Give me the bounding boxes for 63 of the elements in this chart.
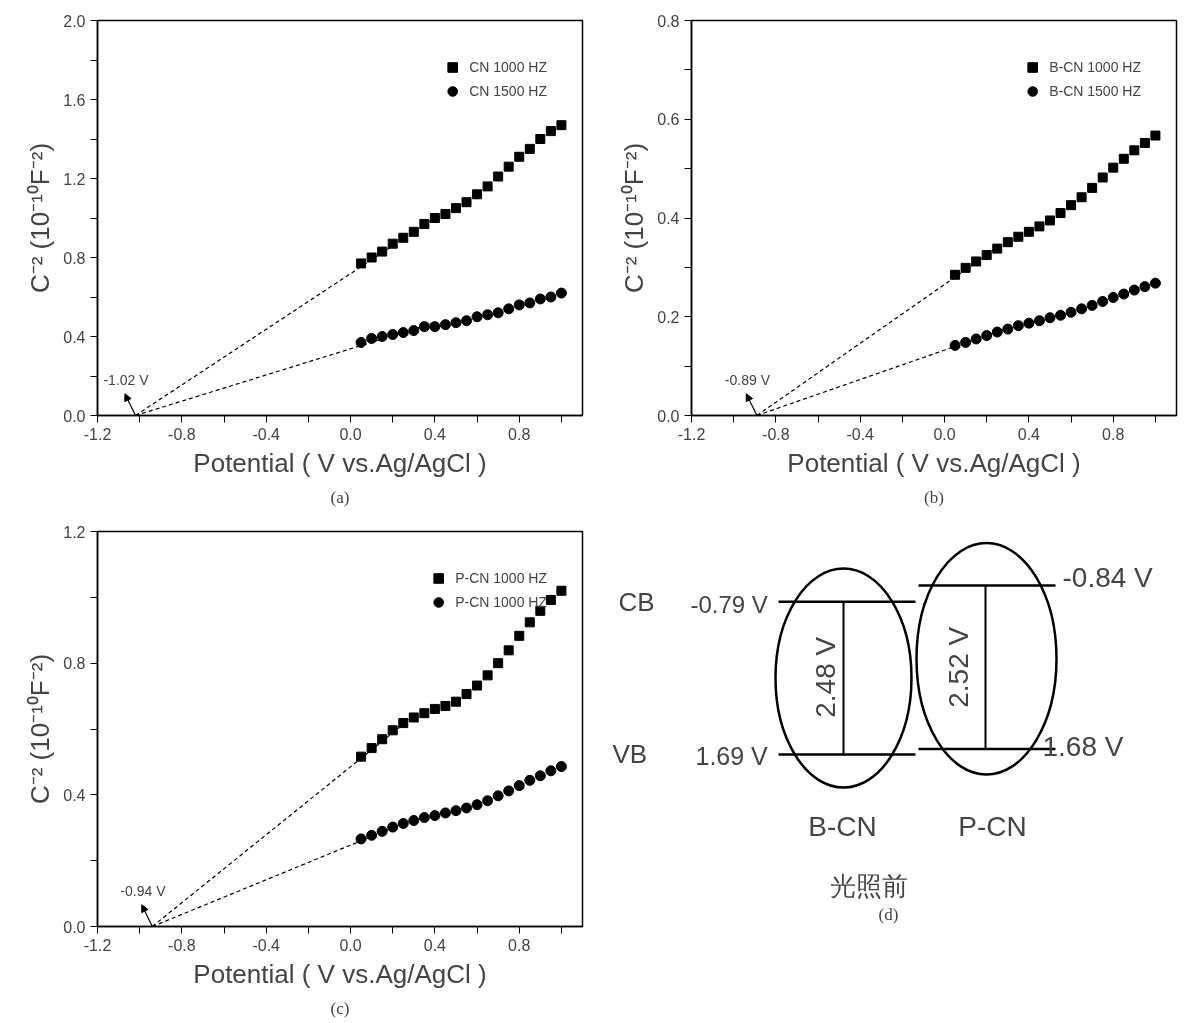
text: VB bbox=[612, 739, 648, 770]
y-tick-label: 0.4 bbox=[63, 328, 86, 346]
annotation: -0.94 V bbox=[120, 882, 167, 899]
text: CB bbox=[618, 587, 655, 618]
x-tick-label: -1.2 bbox=[677, 425, 706, 443]
y-axis-title: C⁻² (10⁻¹⁰F⁻²) bbox=[619, 142, 650, 294]
legend-label: B-CN 1000 HZ bbox=[1049, 59, 1141, 75]
y-axis-title: C⁻² (10⁻¹⁰F⁻²) bbox=[25, 653, 56, 805]
text: (b) bbox=[924, 487, 944, 507]
x-tick-label: 0.8 bbox=[1102, 425, 1125, 443]
y-tick-label: 0.6 bbox=[657, 111, 680, 129]
text: P-CN bbox=[958, 810, 1027, 842]
x-tick-label: 0.4 bbox=[423, 936, 447, 954]
y-tick-label: 0.4 bbox=[657, 210, 680, 227]
x-tick-label: 0.0 bbox=[933, 425, 956, 443]
text: (a) bbox=[330, 487, 350, 507]
x-tick-label: 0.8 bbox=[508, 425, 531, 443]
x-tick-label: -0.8 bbox=[168, 425, 196, 443]
text: (c) bbox=[330, 998, 350, 1018]
y-tick-label: 0.8 bbox=[657, 12, 680, 30]
x-tick-label: 0.4 bbox=[1017, 425, 1041, 443]
annotation: -0.89 V bbox=[724, 371, 771, 388]
text: 2.52 V bbox=[943, 626, 974, 708]
x-tick-label: 0.4 bbox=[423, 425, 447, 443]
x-tick-label: -0.4 bbox=[252, 936, 281, 954]
y-tick-label: 0.2 bbox=[657, 308, 680, 326]
y-tick-label: 0.0 bbox=[63, 918, 86, 936]
y-tick-label: 2.0 bbox=[63, 12, 86, 30]
y-tick-label: 0.0 bbox=[657, 407, 680, 425]
x-tick-label: -0.8 bbox=[168, 936, 196, 954]
y-tick-label: 1.2 bbox=[63, 170, 86, 188]
y-axis-title: C⁻² (10⁻¹⁰F⁻²) bbox=[25, 142, 56, 294]
legend-label: B-CN 1500 HZ bbox=[1049, 83, 1141, 99]
x-tick-label: -0.4 bbox=[846, 425, 875, 443]
legend-label: CN 1500 HZ bbox=[469, 83, 547, 99]
x-tick-label: -1.2 bbox=[83, 425, 112, 443]
y-tick-label: 0.8 bbox=[63, 655, 86, 673]
x-tick-label: 0.8 bbox=[508, 936, 531, 954]
text: 1.68 V bbox=[1042, 731, 1124, 763]
text: 2.48 V bbox=[810, 636, 841, 718]
x-tick-label: 0.0 bbox=[339, 425, 362, 443]
y-tick-label: 1.6 bbox=[63, 91, 86, 109]
legend-label: CN 1000 HZ bbox=[469, 59, 547, 75]
x-tick-label: -0.8 bbox=[762, 425, 790, 443]
annotation: -1.02 V bbox=[103, 371, 150, 388]
x-axis-title: Potential ( V vs.Ag/AgCl ) bbox=[193, 447, 487, 478]
y-tick-label: 0.8 bbox=[63, 249, 86, 267]
text: -0.79 V bbox=[690, 591, 768, 619]
x-axis-title: Potential ( V vs.Ag/AgCl ) bbox=[193, 958, 487, 989]
y-tick-label: 0.4 bbox=[63, 786, 86, 804]
text: -0.84 V bbox=[1062, 561, 1154, 593]
x-axis-title: Potential ( V vs.Ag/AgCl ) bbox=[787, 447, 1081, 478]
legend-label: P-CN 1000 HZ bbox=[455, 594, 547, 610]
text: 1.69 V bbox=[695, 742, 769, 770]
text: (d) bbox=[878, 905, 899, 925]
x-tick-label: 0.0 bbox=[339, 936, 362, 954]
text: B-CN bbox=[808, 810, 877, 842]
legend-label: P-CN 1000 HZ bbox=[455, 570, 547, 586]
x-tick-label: -0.4 bbox=[252, 425, 281, 443]
x-tick-label: -1.2 bbox=[83, 936, 112, 954]
y-tick-label: 1.2 bbox=[63, 523, 86, 541]
text: 光照前 bbox=[829, 870, 908, 901]
y-tick-label: 0.0 bbox=[63, 407, 86, 425]
